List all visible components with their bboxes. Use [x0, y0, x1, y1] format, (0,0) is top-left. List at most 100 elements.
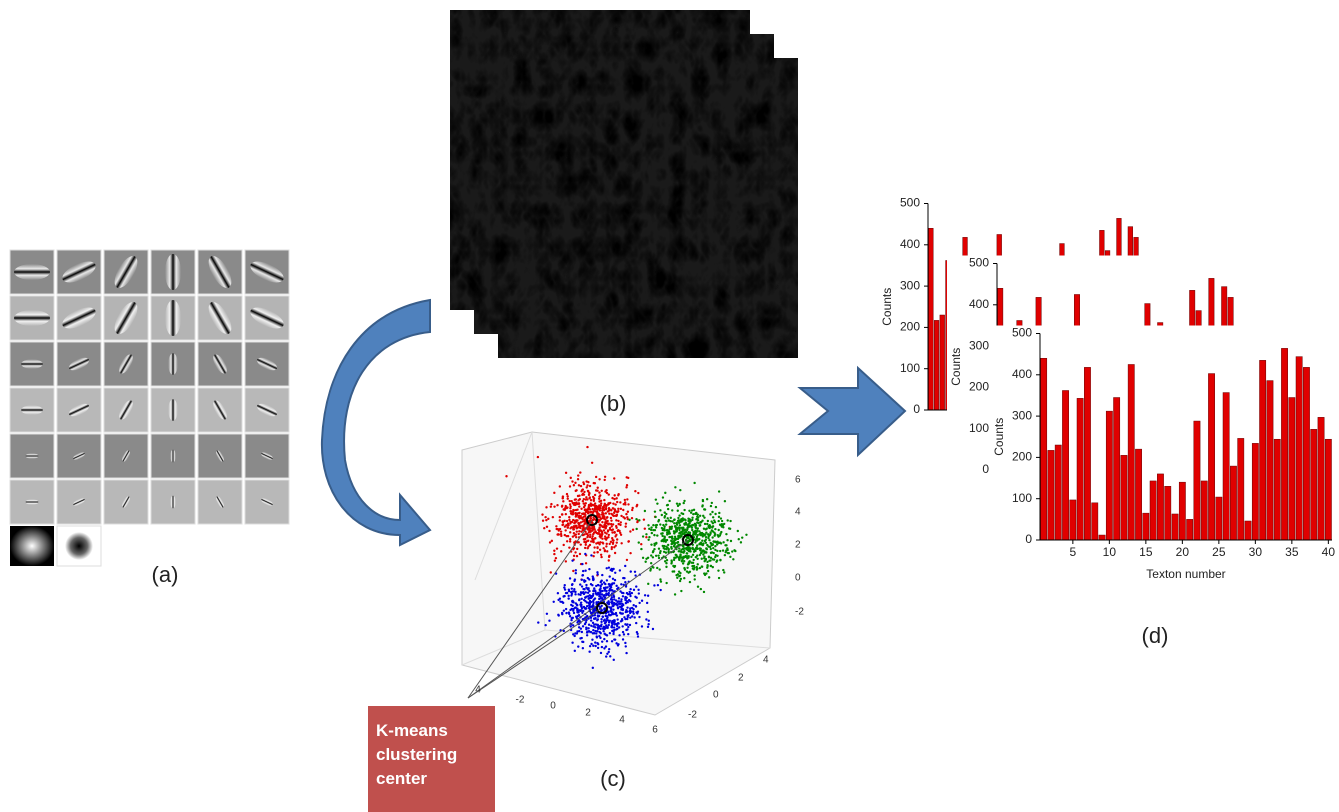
scatter-point: [580, 508, 582, 510]
scatter-point: [622, 612, 624, 614]
bar: [1223, 393, 1229, 540]
scatter-point: [730, 540, 732, 542]
scatter-point: [597, 573, 599, 575]
scatter-point: [678, 547, 680, 549]
scatter-point: [628, 540, 630, 542]
y-tick-label: 0: [982, 462, 989, 476]
scatter-point: [599, 494, 601, 496]
scatter-point: [670, 517, 672, 519]
filter-band: [168, 399, 178, 421]
bar: [1150, 481, 1156, 540]
scatter-point: [604, 479, 606, 481]
scatter-point: [577, 478, 579, 480]
scatter-point: [585, 541, 587, 543]
scatter-point: [597, 647, 599, 649]
scatter-point: [627, 503, 629, 505]
scatter-point: [712, 547, 714, 549]
scatter-point: [670, 543, 672, 545]
x-tick-label: 4: [475, 685, 481, 696]
scatter-point: [670, 546, 672, 548]
scatter-point: [604, 550, 606, 552]
scatter-point: [694, 578, 696, 580]
scatter-point: [570, 625, 572, 627]
scatter-point: [651, 532, 653, 534]
scatter-point: [722, 569, 724, 571]
scatter-point: [569, 615, 571, 617]
scatter-point: [626, 606, 628, 608]
scatter-point: [618, 626, 620, 628]
scatter-point: [635, 518, 637, 520]
scatter-point: [634, 490, 636, 492]
scatter-point: [696, 539, 698, 541]
scatter-point: [574, 551, 576, 553]
scatter-point: [568, 500, 570, 502]
scatter-point: [620, 534, 622, 536]
bar: [1077, 398, 1083, 540]
scatter-point: [578, 541, 580, 543]
scatter-point: [589, 536, 591, 538]
scatter-point: [669, 528, 671, 530]
scatter-point: [625, 486, 627, 488]
scatter-point: [621, 625, 623, 627]
scatter-point: [734, 550, 736, 552]
scatter-point: [676, 524, 678, 526]
scatter-point: [709, 513, 711, 515]
scatter-point: [671, 561, 673, 563]
scatter-point: [661, 514, 663, 516]
scatter-point: [598, 491, 600, 493]
scatter-point: [686, 527, 688, 529]
scatter-point: [693, 568, 695, 570]
scatter-point: [647, 626, 649, 628]
scatter-point: [608, 493, 610, 495]
scatter-point: [697, 527, 699, 529]
scatter-point: [608, 566, 610, 568]
scatter-point: [650, 529, 652, 531]
scatter-point: [581, 585, 583, 587]
scatter-point: [658, 557, 660, 559]
bar: [1114, 398, 1120, 540]
scatter-point: [565, 608, 567, 610]
scatter-point: [575, 489, 577, 491]
scatter-point: [697, 548, 699, 550]
scatter-point: [692, 524, 694, 526]
scatter-point: [632, 529, 634, 531]
scatter-point: [570, 594, 572, 596]
scatter-point: [572, 608, 574, 610]
scatter-point: [590, 612, 592, 614]
scatter-point: [611, 625, 613, 627]
scatter-point: [564, 584, 566, 586]
scatter-point: [620, 521, 622, 523]
scatter-point: [712, 516, 714, 518]
scatter-point: [593, 598, 595, 600]
scatter-point: [589, 531, 591, 533]
scatter-point: [578, 503, 580, 505]
scatter-point: [626, 592, 628, 594]
scatter-point: [705, 532, 707, 534]
scatter-point: [591, 508, 593, 510]
scatter-point: [571, 617, 573, 619]
scatter-point: [575, 509, 577, 511]
scatter-point: [598, 508, 600, 510]
scatter-point: [564, 588, 566, 590]
scatter-point: [683, 531, 685, 533]
scatter-point: [585, 544, 587, 546]
scatter-point: [587, 577, 589, 579]
bar: [1165, 486, 1171, 540]
scatter-point: [675, 574, 677, 576]
scatter-point: [662, 529, 664, 531]
scatter-point: [599, 628, 601, 630]
scatter-point: [599, 632, 601, 634]
scatter-point: [596, 571, 598, 573]
scatter-point: [682, 551, 684, 553]
scatter-point: [674, 557, 676, 559]
y-tick-label: 500: [969, 256, 989, 270]
filter-kernel: [168, 399, 178, 421]
x-tick-label: 4: [619, 715, 625, 726]
scatter-point: [625, 652, 627, 654]
scatter-point: [595, 632, 597, 634]
scatter-point: [585, 480, 587, 482]
scatter-point: [705, 558, 707, 560]
scatter-point: [644, 510, 646, 512]
scatter-point: [616, 541, 618, 543]
scatter-point: [589, 508, 591, 510]
